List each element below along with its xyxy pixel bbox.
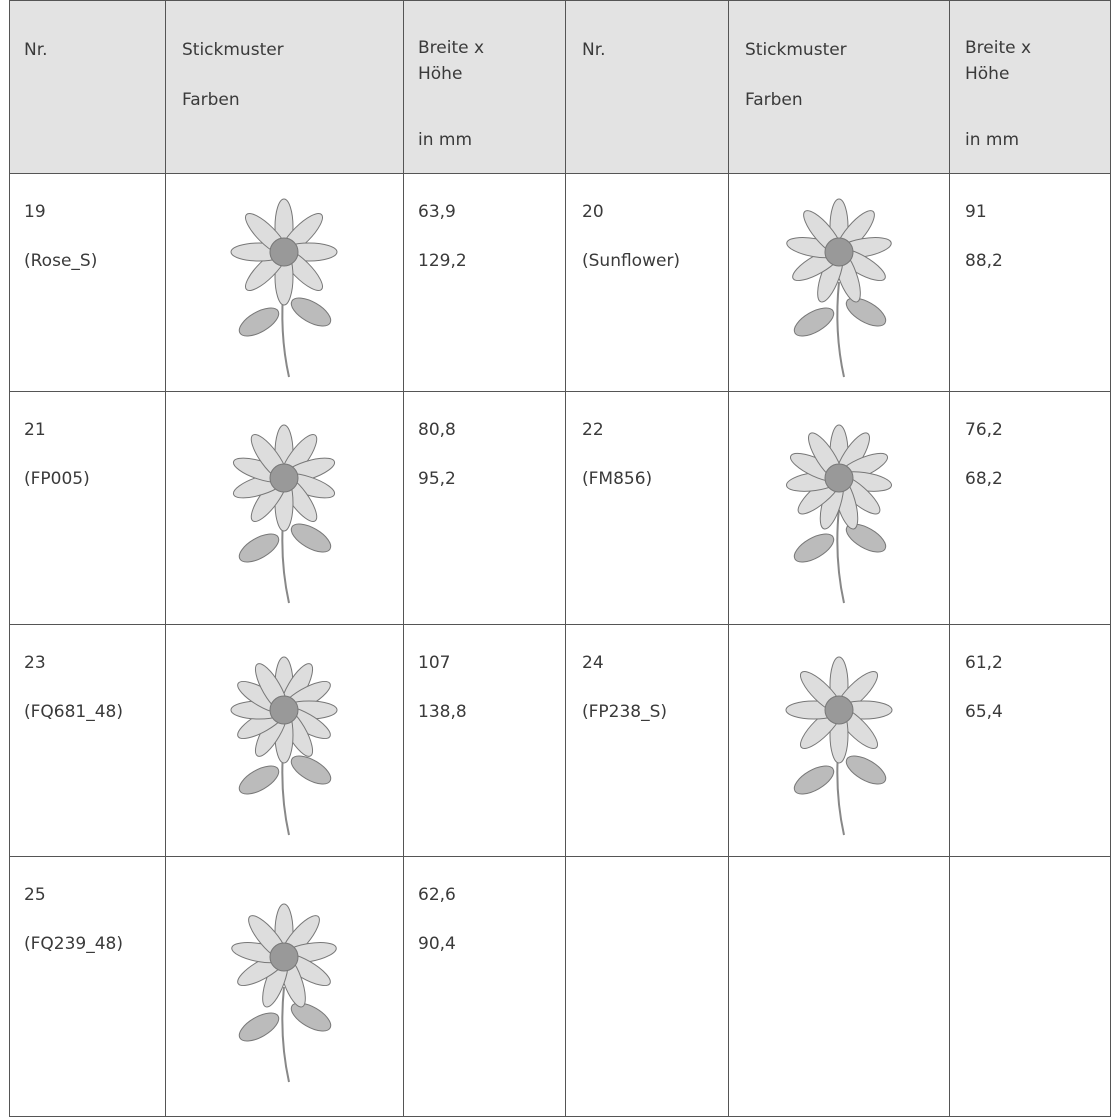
- pattern-name: (Sunflower): [582, 251, 681, 271]
- embroidery-image: [232, 424, 336, 603]
- header-size: in mm: [965, 130, 1020, 150]
- pattern-width: 61,2: [965, 653, 1003, 673]
- pattern-height: 95,2: [418, 469, 456, 489]
- row-border: [9, 173, 1110, 174]
- column-border: [728, 0, 729, 1117]
- row-border: [9, 856, 1110, 857]
- embroidery-image: [785, 656, 892, 836]
- header-colors: Farben: [182, 90, 240, 110]
- pattern-height: 65,4: [965, 702, 1003, 722]
- pattern-name: (FP238_S): [582, 702, 668, 722]
- pattern-width: 107: [418, 653, 451, 673]
- pattern-name: (FP005): [24, 469, 90, 489]
- pattern-width: 91: [965, 202, 987, 222]
- pattern-name: (FQ681_48): [24, 702, 124, 722]
- column-border: [949, 0, 950, 1117]
- pattern-name: (Rose_S): [24, 251, 98, 271]
- row-border: [9, 624, 1110, 625]
- row-border: [9, 0, 1110, 1]
- pattern-height: 138,8: [418, 702, 467, 722]
- pattern-height: 68,2: [965, 469, 1003, 489]
- header-size: Höhe: [965, 64, 1010, 84]
- pattern-width: 63,9: [418, 202, 456, 222]
- pattern-number: 22: [582, 420, 604, 440]
- column-border: [403, 0, 404, 1117]
- pattern-number: 20: [582, 202, 604, 222]
- pattern-number: 23: [24, 653, 46, 673]
- pattern-width: 76,2: [965, 420, 1003, 440]
- column-border: [9, 0, 10, 1117]
- header-row: [9, 0, 1110, 173]
- header-size: Breite x: [965, 38, 1032, 58]
- column-border: [165, 0, 166, 1117]
- pattern-number: 21: [24, 420, 46, 440]
- header-pattern: Stickmuster: [745, 40, 847, 60]
- header-pattern: Stickmuster: [182, 40, 284, 60]
- header-size: Höhe: [418, 64, 463, 84]
- embroidery-image: [230, 656, 338, 836]
- row-border: [9, 391, 1110, 392]
- pattern-name: (FQ239_48): [24, 934, 124, 954]
- column-border: [565, 0, 566, 1117]
- embroidery-image: [230, 198, 338, 378]
- header-nr: Nr.: [582, 40, 606, 60]
- pattern-width: 80,8: [418, 420, 456, 440]
- pattern-width: 62,6: [418, 885, 456, 905]
- header-nr: Nr.: [24, 40, 48, 60]
- header-size: Breite x: [418, 38, 485, 58]
- pattern-number: 25: [24, 885, 46, 905]
- embroidery-image: [231, 903, 337, 1082]
- pattern-number: 24: [582, 653, 604, 673]
- pattern-height: 90,4: [418, 934, 456, 954]
- pattern-number: 19: [24, 202, 46, 222]
- pattern-height: 129,2: [418, 251, 467, 271]
- header-colors: Farben: [745, 90, 803, 110]
- header-size: in mm: [418, 130, 473, 150]
- column-border: [1110, 0, 1111, 1117]
- embroidery-image: [785, 424, 892, 603]
- pattern-height: 88,2: [965, 251, 1003, 271]
- embroidery-image: [785, 198, 892, 378]
- pattern-name: (FM856): [582, 469, 653, 489]
